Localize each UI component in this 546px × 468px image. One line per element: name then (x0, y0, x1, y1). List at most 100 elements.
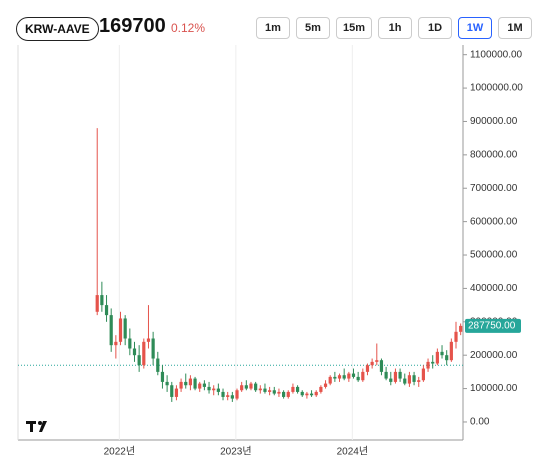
y-tick-label: 800000.00 (470, 149, 518, 160)
candle-body (268, 390, 272, 392)
candle-body (188, 378, 193, 386)
candle-body (277, 391, 281, 394)
interval-button[interactable]: 1W (458, 17, 492, 39)
y-tick-label: 0.00 (470, 417, 490, 428)
candle-body (132, 348, 137, 356)
candle-body (403, 378, 407, 384)
y-tick-label: 900000.00 (470, 116, 518, 127)
candle-body (365, 365, 370, 372)
candle-body (351, 373, 356, 377)
candle-body (151, 338, 155, 359)
candle-body (221, 391, 225, 397)
x-tick-label: 2024년 (337, 446, 368, 458)
candle-body (244, 385, 248, 389)
candle-body (235, 390, 239, 399)
candle-body (449, 341, 453, 361)
candle-body (440, 351, 444, 356)
candle-body (207, 386, 211, 391)
interval-button[interactable]: 5m (295, 17, 330, 39)
interval-button[interactable]: 1M (498, 17, 532, 39)
candle-body (240, 385, 244, 391)
interval-buttons: 1m 5m 15m 1h 1D 1W 1M (255, 17, 532, 39)
x-tick-label: 2022년 (104, 446, 135, 458)
y-tick-label: 600000.00 (470, 216, 518, 227)
candle-body (95, 295, 99, 312)
candle-body (337, 375, 342, 379)
candle-body (300, 391, 304, 396)
interval-button[interactable]: 1D (418, 17, 452, 39)
candle-body (445, 355, 449, 361)
candle-body (114, 341, 118, 346)
candle-body (421, 368, 425, 381)
header: KRW-AAVE 169700 0.12% 1m 5m 15m 1h 1D 1W 1M (0, 0, 546, 44)
candle-body (184, 381, 188, 386)
candle-body (118, 318, 123, 342)
candle-body (342, 375, 346, 379)
candle-body (146, 338, 151, 342)
candle-body (254, 383, 258, 391)
x-tick-label: 2023년 (220, 446, 251, 458)
candle-body (156, 358, 160, 372)
candle-body (375, 360, 379, 362)
candle-body (160, 371, 165, 382)
candle-body (212, 388, 216, 391)
last-price-label: 287750.00 (468, 321, 516, 332)
candle-body (319, 386, 323, 392)
last-price-box (465, 318, 521, 333)
candle-body (282, 391, 286, 397)
candle-body (258, 388, 262, 391)
candle-body (328, 376, 332, 384)
candle-body (123, 318, 127, 339)
candle-body (454, 331, 458, 342)
candle-body (142, 341, 146, 366)
candle-body (272, 390, 276, 394)
candle-body (370, 361, 374, 366)
interval-button[interactable]: 15m (335, 17, 372, 39)
price: 169700 (99, 15, 166, 37)
change: 0.12% (171, 21, 206, 35)
interval-button[interactable]: 1m (255, 17, 290, 39)
candle-body (412, 375, 416, 382)
y-tick-label: 100000.00 (470, 383, 518, 394)
y-tick-label: 1000000.00 (470, 83, 523, 94)
candle-body (389, 378, 393, 382)
candle-body (309, 393, 314, 396)
candle-body (137, 355, 141, 366)
candle-body (109, 315, 113, 346)
candle-body (170, 385, 174, 397)
y-tick-label: 1100000.00 (470, 49, 523, 60)
y-tick-label: 400000.00 (470, 283, 518, 294)
candle-body (407, 375, 412, 384)
symbol[interactable]: KRW-AAVE (16, 17, 99, 41)
candle-body (174, 388, 179, 397)
candle-body (333, 376, 337, 379)
candle-body (431, 361, 435, 364)
candle-body (347, 373, 351, 379)
candle-body (226, 395, 230, 397)
candle-body (305, 393, 309, 396)
candle-body (286, 391, 290, 397)
candle-body (202, 383, 206, 387)
candle-body (417, 380, 421, 382)
y-tick-label: 500000.00 (470, 250, 518, 261)
candle-body (230, 395, 234, 399)
tradingview-logo (26, 421, 47, 432)
candle-body (179, 381, 183, 389)
interval-button[interactable]: 1h (378, 17, 412, 39)
candle-body (198, 383, 202, 389)
y-tick-label: 700000.00 (470, 183, 518, 194)
candle-body (323, 383, 328, 387)
candle-body (398, 371, 402, 379)
candle-body (384, 371, 388, 379)
candle-body (165, 381, 169, 386)
candle-body (356, 376, 360, 381)
candle-body (361, 371, 365, 381)
candle-body (295, 386, 300, 392)
candle-body (263, 388, 267, 392)
candle-body (291, 386, 295, 392)
candle-body (314, 391, 318, 396)
candle-body (426, 361, 430, 369)
candle-body (393, 371, 398, 382)
candle-body (459, 325, 463, 332)
